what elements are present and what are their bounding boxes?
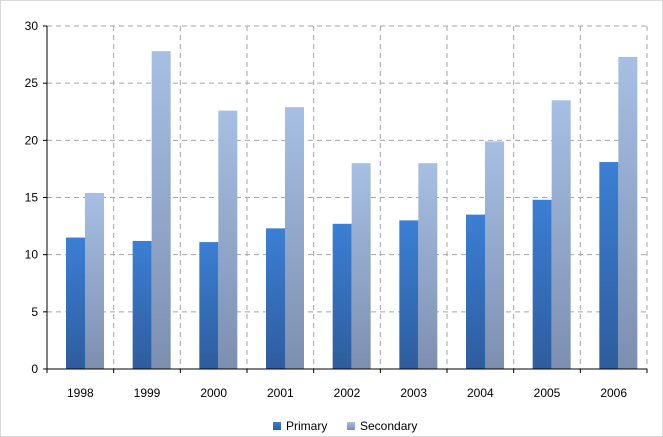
x-tick-label: 2002 [334, 386, 361, 400]
bar-primary-1998 [66, 238, 85, 369]
x-tick-label: 2006 [600, 386, 627, 400]
bar-secondary-2005 [552, 100, 571, 369]
x-tick-label: 1998 [67, 386, 94, 400]
bar-primary-2003 [399, 220, 418, 369]
bar-secondary-2003 [418, 163, 437, 369]
bar-primary-2004 [466, 215, 485, 369]
y-tick-label: 15 [25, 191, 39, 205]
bar-secondary-2002 [352, 163, 371, 369]
bar-secondary-1998 [85, 193, 104, 369]
bar-secondary-2006 [618, 57, 637, 369]
bar-primary-2000 [199, 242, 218, 369]
legend-swatch-secondary [347, 422, 355, 430]
bar-primary-2002 [333, 224, 352, 369]
x-tick-label: 1999 [134, 386, 161, 400]
x-tick-label: 2004 [467, 386, 494, 400]
y-tick-label: 20 [25, 133, 39, 147]
bars [66, 51, 637, 369]
y-tick-label: 0 [31, 362, 38, 376]
bar-primary-2001 [266, 228, 285, 369]
y-tick-label: 25 [25, 76, 39, 90]
legend-label-secondary: Secondary [360, 419, 417, 433]
y-tick-label: 10 [25, 248, 39, 262]
legend-swatch-primary [273, 422, 281, 430]
bar-primary-1999 [133, 241, 152, 369]
x-tick-label: 2001 [267, 386, 294, 400]
bar-secondary-1999 [152, 51, 171, 369]
x-tick-label: 2005 [534, 386, 561, 400]
bar-primary-2006 [599, 162, 618, 369]
bar-secondary-2004 [485, 141, 504, 369]
bar-secondary-2001 [285, 107, 304, 369]
legend: Primary Secondary [273, 419, 417, 433]
x-tick-label: 2000 [200, 386, 227, 400]
bar-secondary-2000 [218, 111, 237, 369]
y-tick-label: 30 [25, 19, 39, 33]
y-tick-label: 5 [31, 305, 38, 319]
x-tick-label: 2003 [400, 386, 427, 400]
bar-primary-2005 [533, 200, 552, 369]
y-tick-labels: 0 5 10 15 20 25 30 [25, 19, 39, 376]
legend-label-primary: Primary [286, 419, 327, 433]
x-tick-labels: 1998 1999 2000 2001 2002 2003 2004 2005 2006 [67, 386, 627, 400]
